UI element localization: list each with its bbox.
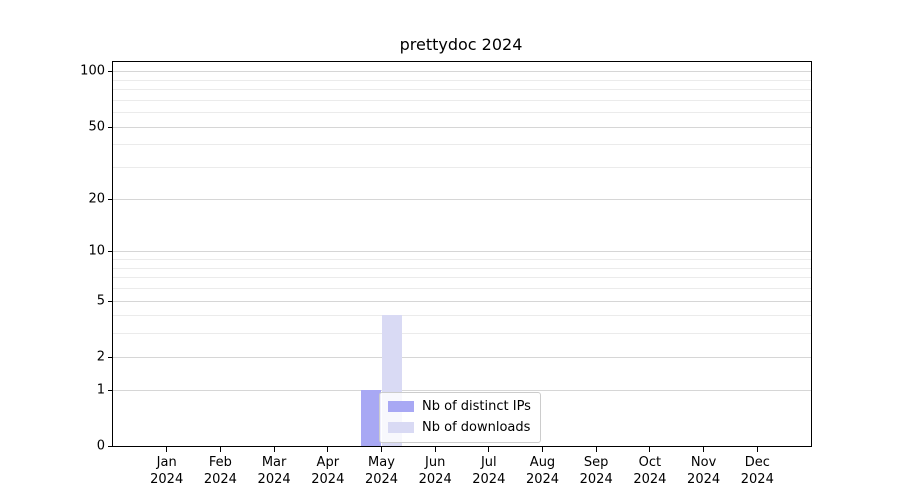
y-major-gridline (113, 126, 811, 128)
legend-item: Nb of distinct IPs (388, 399, 531, 415)
y-tick-mark (108, 198, 113, 200)
legend: Nb of distinct IPs Nb of downloads (379, 392, 541, 444)
y-tick-mark (108, 251, 113, 253)
y-minor-gridline (113, 267, 811, 269)
x-tick-mark (756, 447, 758, 452)
y-minor-gridline (113, 144, 811, 146)
y-minor-gridline (113, 315, 811, 317)
y-minor-gridline (113, 167, 811, 169)
chart-title: prettydoc 2024 (399, 35, 523, 54)
y-major-gridline (113, 389, 811, 391)
x-tick-label: Dec 2024 (740, 455, 774, 488)
y-tick-mark (108, 71, 113, 73)
y-major-gridline (113, 198, 811, 200)
x-tick-mark (166, 447, 168, 452)
x-tick-label: Jan 2024 (150, 455, 184, 488)
y-tick-label: 100 (80, 63, 105, 79)
y-minor-gridline (113, 89, 811, 90)
y-tick-mark (108, 300, 113, 302)
x-tick-mark (434, 447, 436, 452)
legend-swatch (388, 401, 414, 413)
legend-label: Nb of distinct IPs (422, 399, 531, 414)
x-tick-mark (381, 447, 382, 452)
x-tick-label: Aug 2024 (525, 455, 560, 488)
x-tick-mark (703, 447, 705, 452)
y-tick-mark (108, 389, 113, 391)
x-tick-mark (488, 447, 490, 452)
x-tick-label: Feb 2024 (203, 455, 237, 488)
x-tick-mark (649, 447, 651, 452)
x-tick-label: Jul 2024 (472, 455, 506, 488)
y-tick-mark (108, 446, 113, 447)
y-major-gridline (113, 71, 811, 73)
x-tick-label: Sep 2024 (579, 455, 613, 488)
y-major-gridline (113, 300, 811, 302)
y-tick-label: 50 (88, 119, 105, 135)
legend-label: Nb of downloads (422, 419, 531, 435)
y-tick-label: 0 (96, 438, 105, 454)
x-tick-label: Nov 2024 (687, 455, 721, 488)
y-minor-gridline (113, 79, 811, 81)
bar-nb-of-distinct-ips (361, 389, 382, 446)
y-tick-mark (108, 126, 113, 128)
y-tick-mark (108, 356, 113, 358)
x-tick-label: Apr 2024 (311, 455, 345, 488)
y-minor-gridline (113, 259, 811, 260)
y-minor-gridline (113, 333, 811, 335)
y-minor-gridline (113, 112, 811, 114)
x-tick-mark (327, 447, 329, 452)
x-tick-label: Jun 2024 (418, 455, 452, 488)
x-tick-mark (595, 447, 597, 452)
x-tick-label: Oct 2024 (633, 455, 667, 488)
x-tick-mark (542, 447, 543, 452)
y-tick-label: 2 (96, 349, 105, 365)
y-tick-label: 5 (96, 293, 105, 308)
legend-item: Nb of downloads (388, 420, 531, 436)
y-tick-label: 20 (88, 191, 105, 207)
y-tick-label: 10 (88, 243, 105, 259)
y-major-gridline (113, 356, 811, 358)
y-minor-gridline (113, 99, 811, 101)
x-tick-mark (219, 447, 221, 452)
y-minor-gridline (113, 287, 811, 289)
legend-swatch (388, 421, 414, 433)
x-tick-mark (273, 447, 275, 452)
y-major-gridline (113, 251, 811, 253)
y-tick-label: 1 (96, 382, 105, 398)
plot-area: Nb of distinct IPs Nb of downloads 0 1 2 5 1… (80, 61, 812, 487)
x-tick-label: Mar 2024 (257, 455, 291, 488)
x-tick-label: May 2024 (364, 455, 399, 488)
y-minor-gridline (113, 277, 811, 279)
